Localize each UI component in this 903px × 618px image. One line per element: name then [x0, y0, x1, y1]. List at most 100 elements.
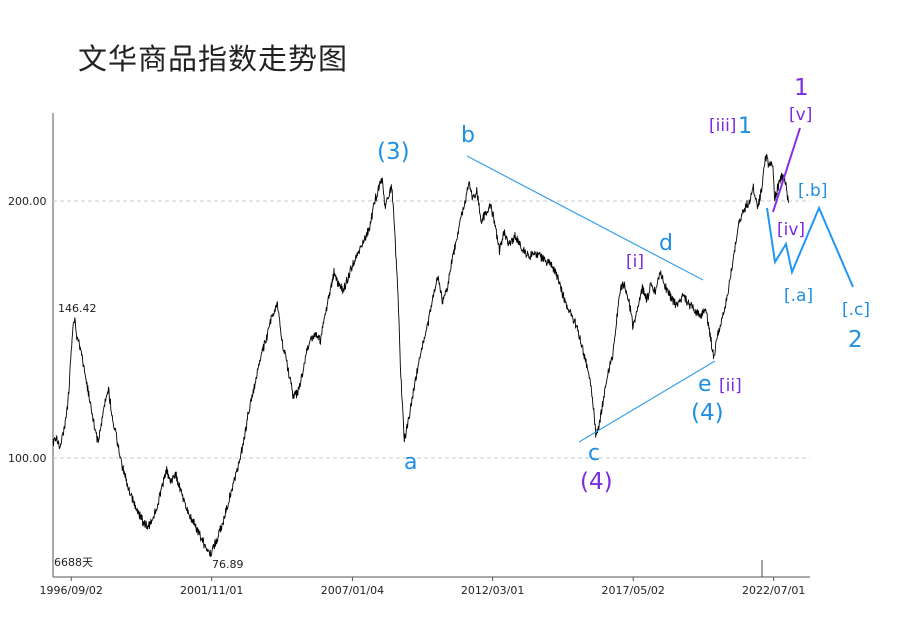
wave-label-a: a — [404, 450, 417, 475]
data-point-20 — [116, 436, 117, 437]
data-point-129 — [642, 288, 643, 289]
data-point-75 — [388, 195, 389, 196]
data-point-103 — [503, 231, 504, 232]
data-point-113 — [569, 312, 570, 313]
data-point-141 — [696, 312, 697, 313]
data-point-63 — [338, 283, 339, 284]
data-point-102 — [499, 250, 500, 251]
x-tick-labels: 1996/09/02 2001/11/01 2007/01/04 2012/03/01… — [40, 577, 805, 597]
data-point-122 — [612, 354, 613, 355]
data-point-34 — [179, 488, 180, 489]
data-point-32 — [170, 480, 171, 481]
data-point-7 — [73, 325, 74, 326]
data-point-153 — [748, 202, 749, 203]
data-point-97 — [476, 191, 477, 192]
data-point-67 — [356, 256, 357, 257]
wave-label-iii: [iii] — [709, 116, 736, 136]
data-point-117 — [592, 396, 593, 397]
data-point-99 — [485, 214, 486, 215]
days-count-label: 6688天 — [54, 556, 93, 569]
data-point-144 — [710, 335, 711, 336]
data-point-56 — [306, 352, 307, 353]
data-point-25 — [138, 513, 139, 514]
data-point-21 — [120, 461, 121, 462]
high-value-label: 146.42 — [58, 302, 97, 315]
data-point-127 — [633, 327, 634, 328]
wave-label-b: b — [461, 123, 475, 148]
chart-title: 文华商品指数走势图 — [78, 42, 349, 76]
data-point-8 — [74, 316, 75, 317]
data-point-90 — [447, 288, 448, 289]
data-point-139 — [687, 302, 688, 303]
data-point-68 — [361, 248, 362, 249]
data-point-86 — [429, 317, 430, 318]
data-point-161 — [778, 186, 779, 187]
data-point-145 — [713, 357, 714, 358]
data-point-24 — [134, 505, 135, 506]
grid-lines — [53, 200, 810, 459]
data-point-19 — [111, 412, 112, 413]
data-point-17 — [105, 399, 106, 400]
x-tick-label-3: 2012/03/01 — [461, 584, 524, 597]
data-point-44 — [243, 443, 244, 444]
series-line-0 — [52, 153, 789, 558]
wave-label-1-blue: 1 — [738, 114, 752, 139]
wave-label-4-upper: (4) — [691, 400, 724, 426]
data-point-87 — [433, 293, 434, 294]
data-point-14 — [94, 429, 95, 430]
data-point-27 — [147, 526, 148, 527]
data-point-121 — [608, 372, 609, 373]
data-point-66 — [352, 265, 353, 266]
x-tick-label-0: 1996/09/02 — [40, 584, 103, 597]
data-point-91 — [451, 261, 452, 262]
data-point-120 — [603, 396, 604, 397]
data-point-108 — [535, 252, 536, 253]
data-point-112 — [562, 295, 563, 296]
data-point-104 — [508, 244, 509, 245]
data-point-78 — [397, 283, 398, 284]
data-point-1 — [56, 436, 57, 437]
data-point-5 — [68, 390, 69, 391]
data-point-101 — [494, 223, 495, 224]
data-point-111 — [555, 272, 556, 273]
data-point-119 — [599, 425, 600, 426]
data-point-130 — [646, 300, 647, 301]
y-tick-label-0: 100.00 — [8, 452, 47, 465]
data-point-72 — [379, 186, 380, 187]
wave-label-e: e — [698, 372, 712, 397]
data-point-28 — [152, 518, 153, 519]
data-point-22 — [125, 476, 126, 477]
data-point-37 — [195, 526, 196, 527]
data-point-115 — [583, 352, 584, 353]
data-point-40 — [216, 540, 217, 541]
data-point-41 — [222, 522, 223, 523]
data-point-38 — [202, 540, 203, 541]
data-point-142 — [701, 315, 702, 316]
wave-label-dot-a: [.a] — [784, 286, 813, 306]
data-point-158 — [769, 165, 770, 166]
wave-label-iv: [iv] — [777, 220, 805, 240]
data-point-134 — [664, 285, 665, 286]
data-point-94 — [465, 200, 466, 201]
data-point-46 — [254, 384, 255, 385]
wave-label-4-lower: (4) — [580, 469, 613, 495]
wave-label-d: d — [659, 231, 673, 256]
data-point-48 — [266, 335, 267, 336]
data-point-3 — [62, 432, 63, 433]
data-point-83 — [415, 378, 416, 379]
data-point-93 — [461, 212, 462, 213]
trendline-c-e — [578, 360, 716, 443]
x-tick-label-1: 2001/11/01 — [180, 584, 243, 597]
data-point-61 — [329, 293, 330, 294]
data-point-69 — [365, 237, 366, 238]
data-point-116 — [587, 369, 588, 370]
trendline-b-d — [466, 155, 704, 281]
wave-label-ii: [ii] — [719, 376, 742, 396]
data-point-157 — [765, 155, 766, 156]
x-tick-label-5: 2022/07/01 — [742, 584, 805, 597]
data-point-89 — [442, 302, 443, 303]
data-point-60 — [324, 315, 325, 316]
data-point-57 — [311, 338, 312, 339]
